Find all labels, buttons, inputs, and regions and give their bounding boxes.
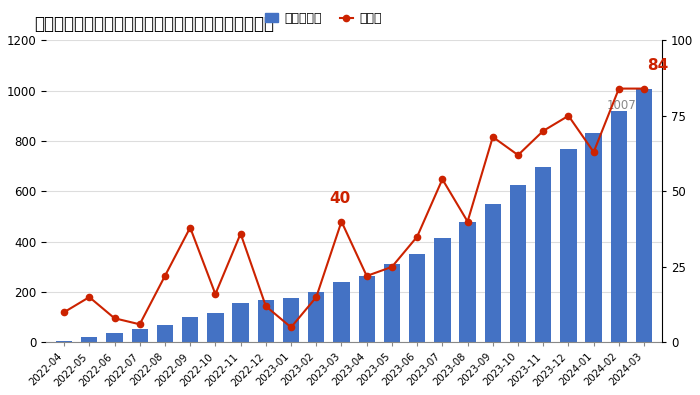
Bar bbox=[434, 238, 451, 342]
Bar bbox=[258, 300, 274, 342]
Bar bbox=[283, 297, 299, 342]
Bar bbox=[182, 317, 198, 342]
Bar bbox=[409, 254, 426, 342]
Bar bbox=[510, 185, 526, 342]
Bar bbox=[207, 314, 223, 342]
Bar bbox=[157, 325, 173, 342]
Bar bbox=[610, 111, 627, 342]
Bar bbox=[535, 167, 552, 342]
Bar bbox=[308, 292, 325, 342]
Bar bbox=[333, 282, 350, 342]
Bar bbox=[484, 205, 501, 342]
Bar bbox=[459, 222, 476, 342]
Bar bbox=[106, 333, 122, 342]
Bar bbox=[232, 303, 248, 342]
Bar bbox=[384, 264, 400, 342]
Text: 84: 84 bbox=[647, 58, 668, 73]
Text: 40: 40 bbox=[329, 192, 350, 207]
Text: 1007: 1007 bbox=[606, 99, 636, 112]
Text: ラッコマーケット：成約数と累計成約数（月次推移）: ラッコマーケット：成約数と累計成約数（月次推移） bbox=[34, 15, 274, 33]
Legend: 累計成約数, 成約数: 累計成約数, 成約数 bbox=[260, 7, 386, 30]
Bar bbox=[636, 89, 652, 342]
Bar bbox=[560, 149, 577, 342]
Bar bbox=[81, 337, 97, 342]
Bar bbox=[56, 341, 72, 342]
Bar bbox=[358, 276, 375, 342]
Bar bbox=[585, 133, 602, 342]
Bar bbox=[132, 329, 148, 342]
